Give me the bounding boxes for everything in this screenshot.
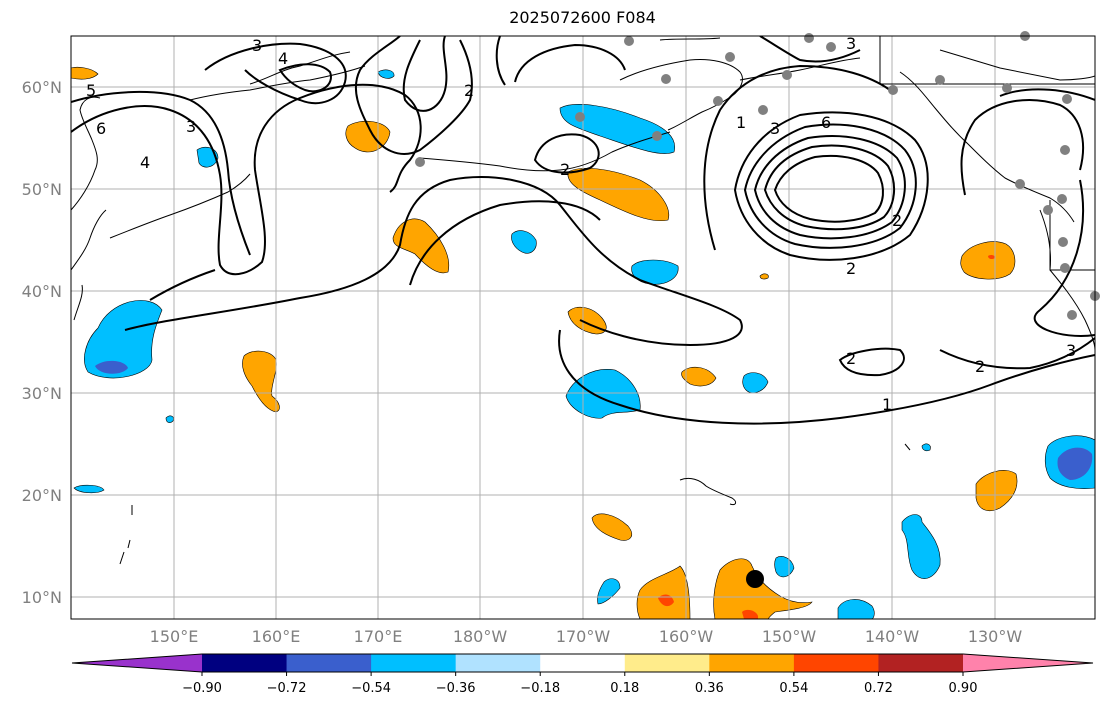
contour-label: 3 bbox=[186, 117, 196, 136]
map-title: 2025072600 F084 bbox=[509, 8, 656, 27]
colorbar-segment bbox=[540, 654, 626, 672]
contour-label: 2 bbox=[975, 357, 985, 376]
contour-label: 4 bbox=[140, 153, 150, 172]
station-dot bbox=[713, 96, 723, 106]
colorbar-segment bbox=[624, 654, 710, 672]
colorbar-tick-label: −0.18 bbox=[520, 681, 560, 696]
contour-label: 2 bbox=[560, 160, 570, 179]
contour-label: 6 bbox=[96, 119, 106, 138]
lon-label: 160°W bbox=[659, 627, 714, 646]
contour-label: 2 bbox=[464, 81, 474, 100]
contour-label: 3 bbox=[1066, 341, 1076, 360]
lon-label: 170°E bbox=[354, 627, 403, 646]
station-dot bbox=[661, 74, 671, 84]
lat-label: 60°N bbox=[22, 78, 62, 97]
station-dot bbox=[782, 70, 792, 80]
station-dot bbox=[1060, 263, 1070, 273]
lon-label: 160°E bbox=[252, 627, 301, 646]
station-dot bbox=[1002, 83, 1012, 93]
station-dot bbox=[624, 36, 634, 46]
colorbar-tick-label: −0.72 bbox=[267, 681, 307, 696]
lat-label: 50°N bbox=[22, 180, 62, 199]
graticule bbox=[71, 36, 1095, 619]
station-markers bbox=[415, 31, 1100, 320]
map-frame bbox=[70, 35, 1096, 620]
colorbar-tick-label: −0.90 bbox=[182, 681, 222, 696]
lon-label: 130°W bbox=[968, 627, 1023, 646]
center-marker bbox=[746, 570, 764, 588]
contour-label: 5 bbox=[86, 81, 96, 100]
colorbar-tick-label: 0.54 bbox=[779, 681, 808, 696]
station-dot bbox=[1058, 237, 1068, 247]
lon-label: 170°W bbox=[556, 627, 611, 646]
lon-axis-labels: 150°E 160°E 170°E 180°W 170°W 160°W 150°… bbox=[150, 627, 1023, 646]
station-dot bbox=[1043, 205, 1053, 215]
colorbar-segment bbox=[709, 654, 795, 672]
station-dot bbox=[826, 42, 836, 52]
colorbar-segment bbox=[286, 654, 372, 672]
colorbar-tick-label: 0.90 bbox=[949, 681, 978, 696]
contour-label: 6 bbox=[821, 113, 831, 132]
station-dot bbox=[1067, 310, 1077, 320]
station-dot bbox=[1057, 194, 1067, 204]
contour-label: 3 bbox=[846, 34, 856, 53]
contour-label: 3 bbox=[770, 119, 780, 138]
station-dot bbox=[888, 85, 898, 95]
station-dot bbox=[758, 105, 768, 115]
lat-label: 20°N bbox=[22, 486, 62, 505]
colorbar-tick-label: 0.18 bbox=[610, 681, 639, 696]
lat-label: 30°N bbox=[22, 384, 62, 403]
station-dot bbox=[804, 33, 814, 43]
contour-label: 1 bbox=[882, 395, 892, 414]
colorbar-tick-label: 0.36 bbox=[695, 681, 724, 696]
colorbar-segment bbox=[371, 654, 457, 672]
station-dot bbox=[1062, 94, 1072, 104]
contour-label: 4 bbox=[278, 49, 288, 68]
contour-label: 2 bbox=[892, 211, 902, 230]
colorbar-segment bbox=[455, 654, 541, 672]
colorbar-tick-label: −0.36 bbox=[436, 681, 476, 696]
lon-label: 150°W bbox=[762, 627, 817, 646]
station-dot bbox=[935, 75, 945, 85]
colorbar-extend-low bbox=[72, 654, 202, 672]
lat-label: 10°N bbox=[22, 588, 62, 607]
colorbar-tick-label: −0.54 bbox=[351, 681, 391, 696]
contour-lines bbox=[71, 36, 1095, 425]
colorbar: −0.90 −0.72 −0.54 −0.36 −0.18 0.18 0.36 0.54 0.7… bbox=[71, 653, 1094, 696]
contour-label: 3 bbox=[252, 36, 262, 55]
colorbar-segment bbox=[793, 654, 879, 672]
colorbar-segment bbox=[878, 654, 964, 672]
station-dot bbox=[415, 157, 425, 167]
colorbar-extend-high bbox=[963, 654, 1093, 672]
station-dot bbox=[652, 131, 662, 141]
colorbar-tick-label: 0.72 bbox=[864, 681, 893, 696]
station-dot bbox=[1015, 179, 1025, 189]
contour-labels: 3 4 5 6 3 4 2 2 1 3 6 2 2 2 3 2 1 3 bbox=[86, 34, 1076, 414]
station-dot bbox=[1060, 145, 1070, 155]
station-dot bbox=[575, 112, 585, 122]
contour-label: 1 bbox=[736, 113, 746, 132]
lon-label: 180°W bbox=[453, 627, 508, 646]
contour-label: 2 bbox=[846, 259, 856, 278]
anomaly-fill-layer bbox=[71, 66, 1095, 619]
lat-label: 40°N bbox=[22, 282, 62, 301]
lon-label: 140°W bbox=[865, 627, 920, 646]
lat-axis-labels: 60°N 50°N 40°N 30°N 20°N 10°N bbox=[22, 78, 62, 607]
lon-label: 150°E bbox=[150, 627, 199, 646]
station-dot bbox=[725, 52, 735, 62]
contour-label: 2 bbox=[846, 349, 856, 368]
colorbar-segment bbox=[202, 654, 288, 672]
